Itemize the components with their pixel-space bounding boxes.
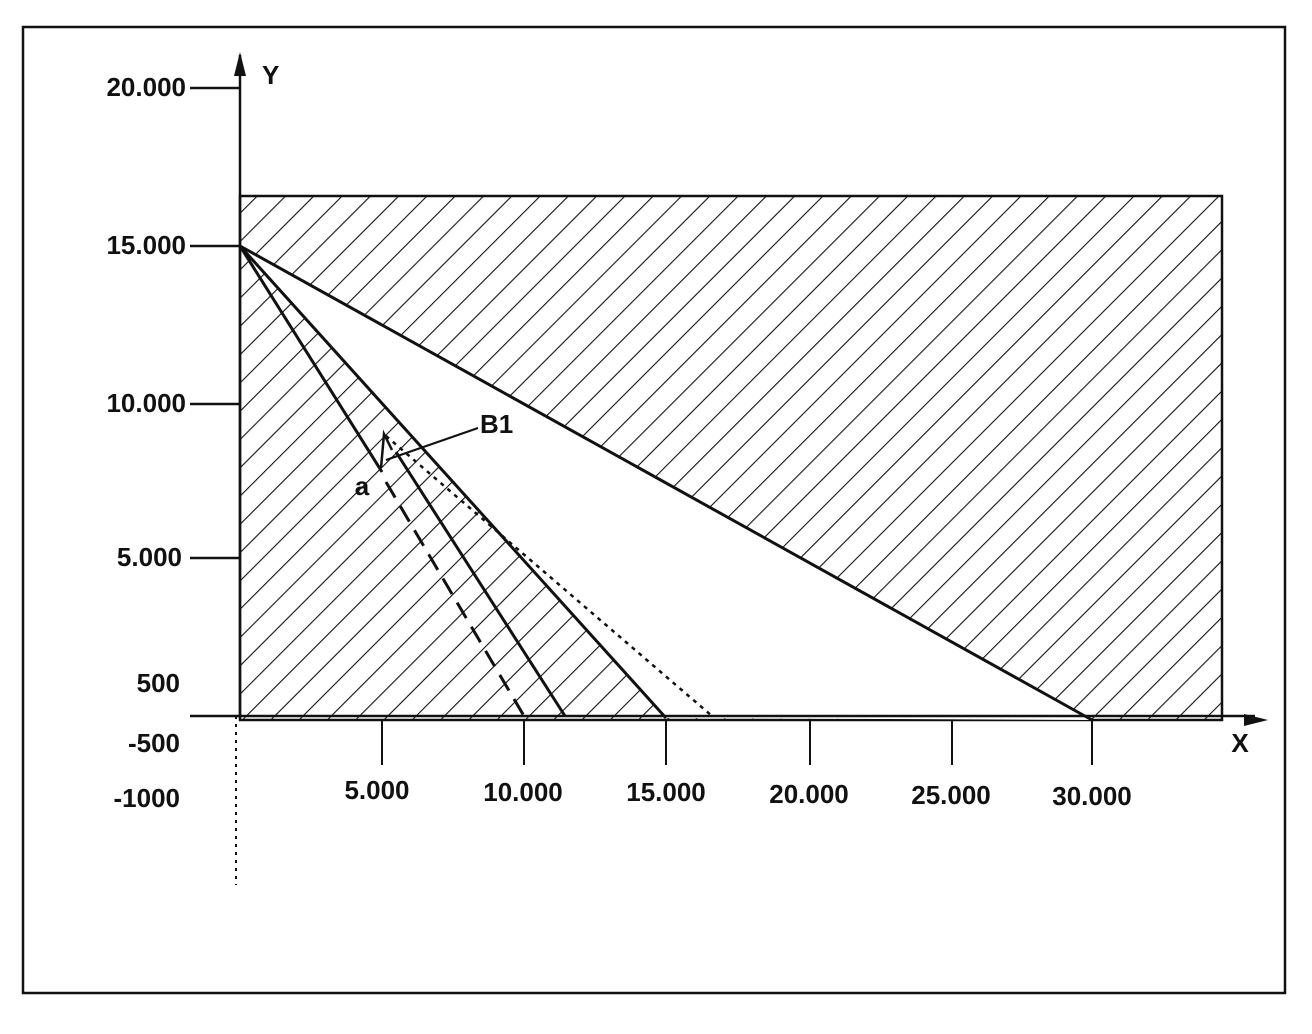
arrow (379, 429, 394, 469)
label-a: a (355, 471, 370, 501)
x-tick-label: 5.000 (344, 775, 409, 805)
dashed-line (384, 481, 526, 717)
y-arrow (234, 52, 246, 76)
y-tick-label: 15.000 (106, 230, 186, 260)
y-tick-label: -500 (128, 728, 180, 758)
y-tick-label: 10.000 (106, 388, 186, 418)
leader-line (385, 427, 479, 461)
y-tick-label: 500 (137, 668, 180, 698)
y-tick-label: 5.000 (117, 542, 182, 572)
frame (21, 25, 1287, 995)
line-a (238, 245, 384, 473)
x-tick-label: 30.000 (1052, 781, 1132, 811)
y-tick-label: -1000 (114, 783, 181, 813)
x-tick-label: 10.000 (483, 777, 563, 807)
y-ticks (190, 86, 240, 560)
upper-line (239, 244, 1093, 722)
y-tick-label: 20.000 (106, 72, 186, 102)
x-axis-label: X (1231, 728, 1249, 758)
x-ticks (381, 720, 1093, 765)
middle-line (394, 451, 567, 717)
x-arrow (1244, 714, 1268, 726)
label-b1: B1 (480, 409, 513, 439)
x-tick-label: 25.000 (911, 780, 991, 810)
y-axis-label: Y (262, 60, 279, 90)
x-tick-label: 20.000 (769, 779, 849, 809)
x-tick-label: 15.000 (626, 777, 706, 807)
lower-line (238, 244, 668, 720)
